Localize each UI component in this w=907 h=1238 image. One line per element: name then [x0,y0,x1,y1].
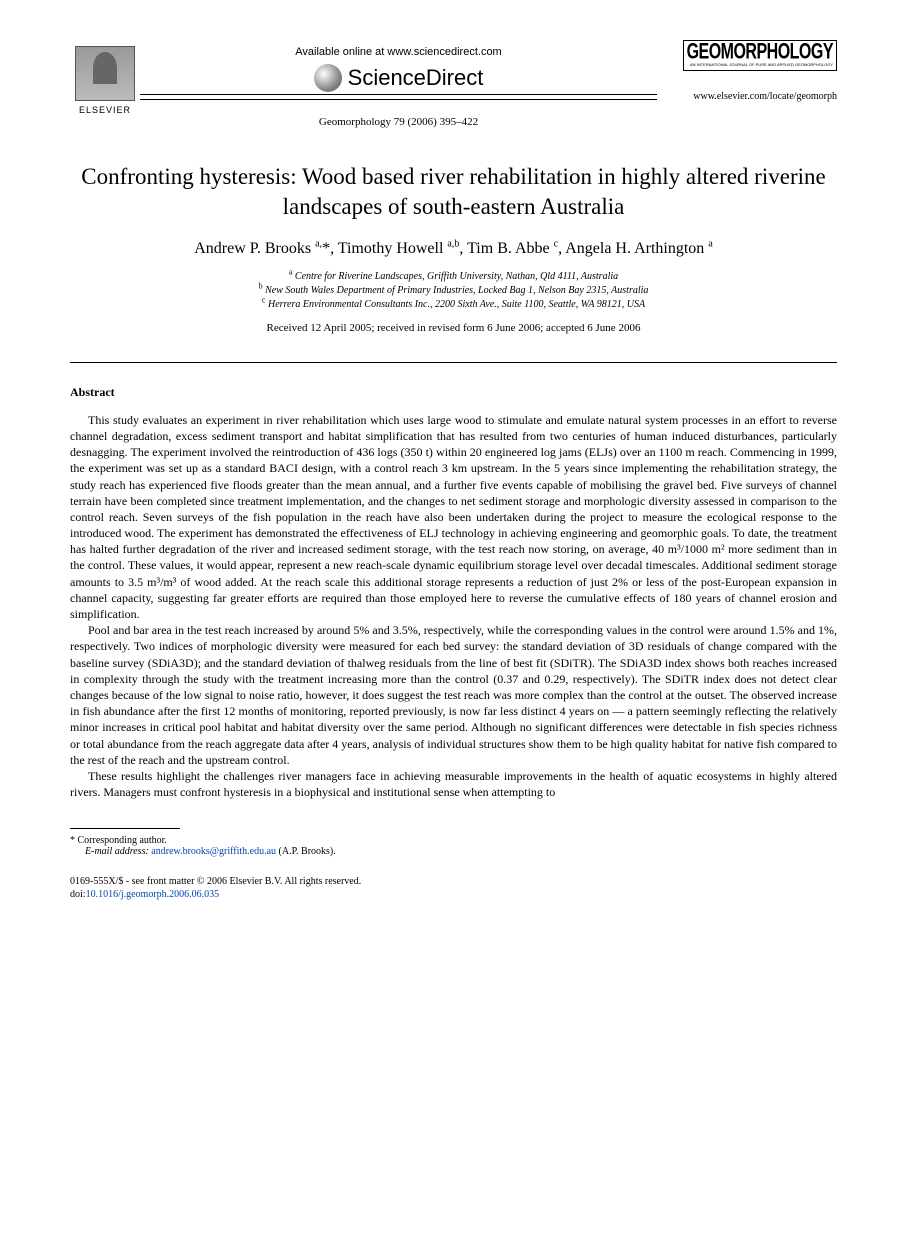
elsevier-logo: ELSEVIER [70,40,140,120]
article-dates: Received 12 April 2005; received in revi… [70,322,837,334]
header-row: ELSEVIER Available online at www.science… [70,40,837,128]
abstract-p3: These results highlight the challenges r… [70,768,837,800]
header-rule-top [140,94,657,95]
sciencedirect-text: ScienceDirect [348,65,484,91]
elsevier-tree-icon [75,46,135,101]
affil-text-c: Herrera Environmental Consultants Inc., … [268,299,645,310]
email-label: E-mail address: [85,846,149,857]
doi-line: doi:10.1016/j.geomorph.2006.06.035 [70,888,837,901]
email-line: E-mail address: andrew.brooks@griffith.e… [70,846,837,857]
affil-sup-b: b [259,281,263,290]
doi-link[interactable]: 10.1016/j.geomorph.2006.06.035 [86,889,220,900]
affiliation-b: b New South Wales Department of Primary … [70,284,837,298]
journal-name: GEOMORPHOLOGY [687,40,833,65]
footer-divider [70,828,180,829]
sciencedirect-ball-icon [314,64,342,92]
affiliation-a: a Centre for Riverine Landscapes, Griffi… [70,270,837,284]
article-title: Confronting hysteresis: Wood based river… [70,162,837,222]
abstract-label: Abstract [70,385,837,400]
abstract-p2: Pool and bar area in the test reach incr… [70,622,837,768]
journal-url: www.elsevier.com/locate/geomorph [657,91,837,102]
authors-line: Andrew P. Brooks a,*, Timothy Howell a,b… [70,240,837,258]
sciencedirect-logo-row: ScienceDirect [140,64,657,92]
affil-text-b: New South Wales Department of Primary In… [265,285,648,296]
geomorphology-logo-box: GEOMORPHOLOGY AN INTERNATIONAL JOURNAL O… [683,40,837,71]
available-online-text: Available online at www.sciencedirect.co… [140,46,657,58]
affil-sup-c: c [262,295,266,304]
abstract-p1: This study evaluates an experiment in ri… [70,412,837,622]
affil-sup-a: a [289,267,293,276]
journal-reference: Geomorphology 79 (2006) 395–422 [140,116,657,128]
doi-label: doi: [70,889,86,900]
corresponding-author: * Corresponding author. [70,835,837,846]
journal-logo-block: GEOMORPHOLOGY AN INTERNATIONAL JOURNAL O… [657,40,837,102]
copyright-line: 0169-555X/$ - see front matter © 2006 El… [70,875,837,888]
abstract-divider [70,362,837,363]
center-header: Available online at www.sciencedirect.co… [140,40,657,128]
affil-text-a: Centre for Riverine Landscapes, Griffith… [295,271,618,282]
elsevier-text: ELSEVIER [79,105,131,115]
abstract-body: This study evaluates an experiment in ri… [70,412,837,801]
affiliations-block: a Centre for Riverine Landscapes, Griffi… [70,270,837,312]
affiliation-c: c Herrera Environmental Consultants Inc.… [70,298,837,312]
email-link[interactable]: andrew.brooks@griffith.edu.au [151,846,276,857]
email-suffix: (A.P. Brooks). [279,846,336,857]
copyright-block: 0169-555X/$ - see front matter © 2006 El… [70,875,837,901]
header-rule-bottom [140,99,657,100]
